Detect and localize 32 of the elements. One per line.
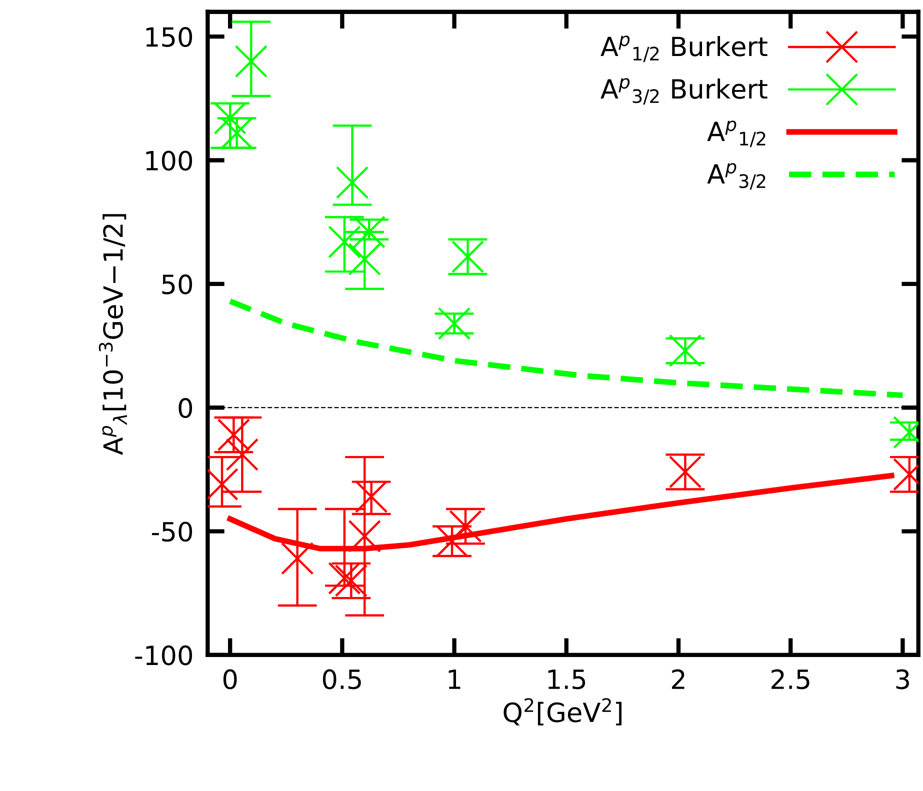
point xyxy=(328,226,361,258)
point xyxy=(438,307,471,340)
x-axis-title: Q$^{2}$[GeV$^{2}$] xyxy=(504,698,622,726)
x-tick-label: 2 xyxy=(672,669,684,689)
legend-label: A$^{p}$$_{3/2}$ Burkert xyxy=(600,78,768,105)
y-tick-label: 150 xyxy=(146,27,192,47)
legend-label: A$^{p}$$_{1/2}$ xyxy=(707,120,766,148)
y-tick-label: -100 xyxy=(135,645,192,666)
y-tick-label: 100 xyxy=(146,150,192,171)
x-tick-label: 3 xyxy=(896,669,909,690)
point xyxy=(668,334,702,368)
point xyxy=(328,562,361,595)
point xyxy=(214,102,246,135)
x-tick-label: 0.5 xyxy=(322,669,361,690)
y-tick-label: -50 xyxy=(152,522,192,542)
x-tick-label: 2.5 xyxy=(772,669,810,690)
legend-label: A$^{p}$$_{3/2}$ xyxy=(707,163,766,190)
y-axis-title: A$^{p}$$_{λ}$[10$^{−3}$GeV−1/2] xyxy=(98,214,127,455)
point xyxy=(226,438,259,471)
point xyxy=(348,520,381,553)
y-tick-label: 50 xyxy=(162,274,192,294)
point xyxy=(352,216,386,248)
y-tick-label: 0 xyxy=(178,398,192,418)
x-tick-label: 0 xyxy=(223,669,237,690)
point xyxy=(336,166,369,199)
point xyxy=(234,44,268,78)
point xyxy=(280,542,314,575)
legend-label: A$^{p}$$_{1/2}$ Burkert xyxy=(600,36,768,62)
x-tick-label: 1.5 xyxy=(548,670,586,690)
point xyxy=(348,242,381,276)
x-tick-label: 1 xyxy=(448,670,460,689)
point xyxy=(436,524,468,558)
